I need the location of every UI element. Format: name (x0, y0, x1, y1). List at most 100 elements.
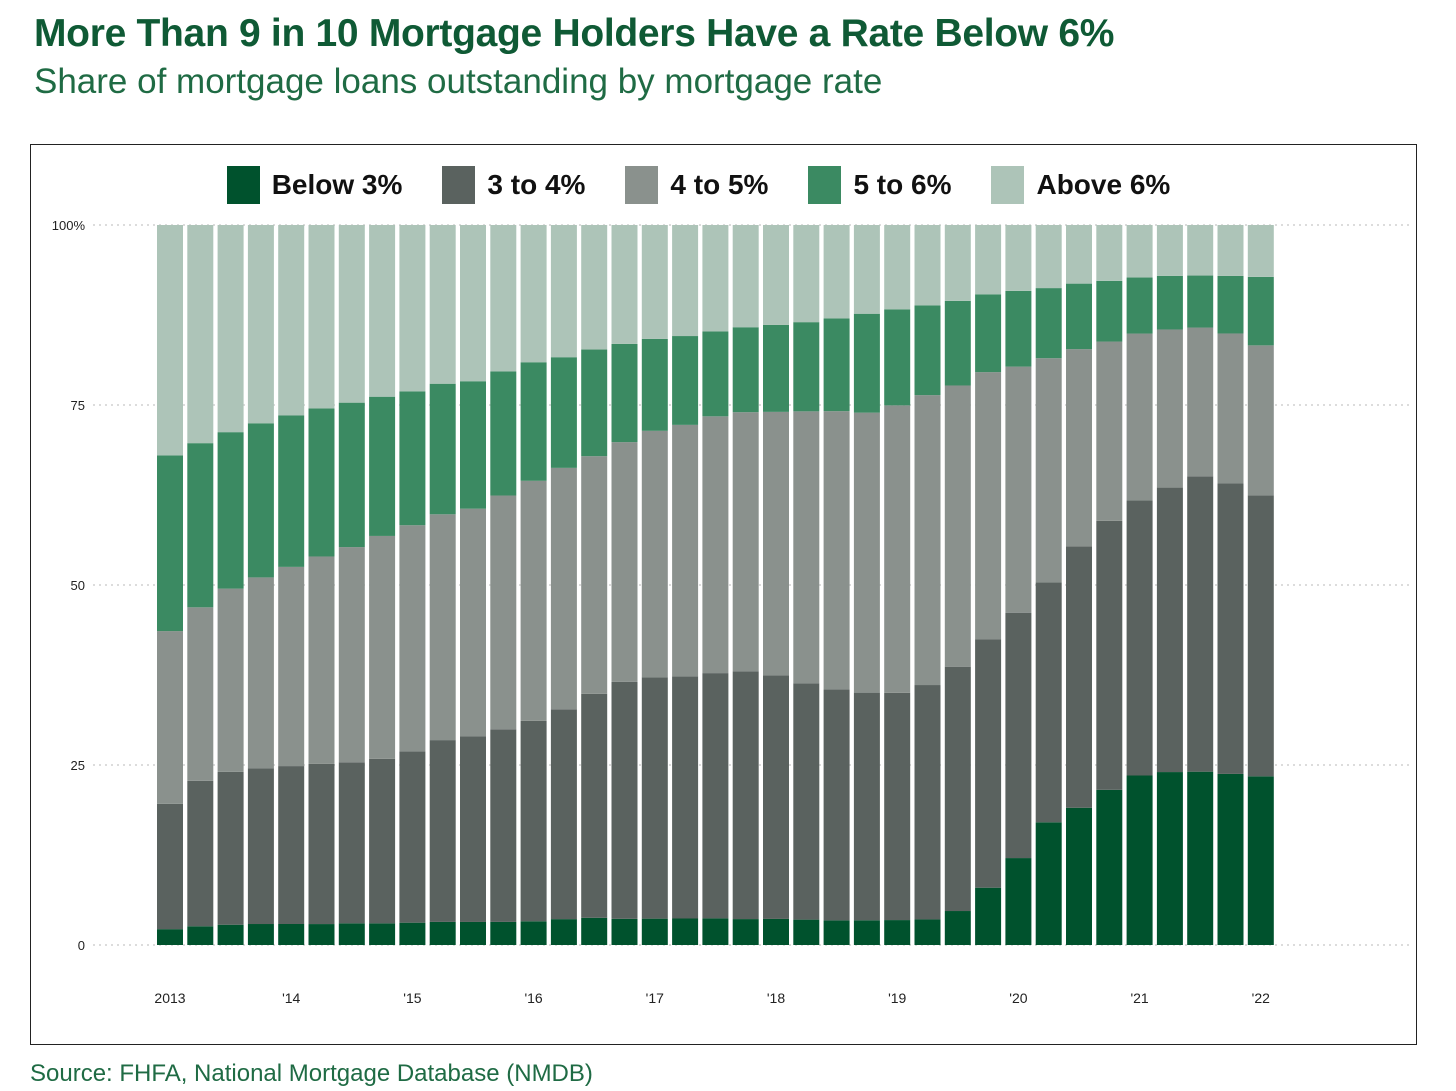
bar-segment (429, 225, 456, 384)
bar-segment (914, 919, 941, 945)
bar-segment (1035, 582, 1062, 823)
bar-segment (460, 381, 486, 509)
bar-segment (672, 225, 699, 337)
bar-segment (793, 411, 820, 684)
bar-segment (1247, 276, 1274, 346)
bar-segment (490, 225, 517, 372)
bar-segment (763, 411, 789, 676)
bar-segment (187, 607, 214, 781)
bar-segment (338, 402, 365, 548)
bar-segment (1096, 341, 1123, 521)
bar-segment (520, 225, 547, 363)
legend-swatch-3-to-4 (442, 166, 476, 204)
chart-subtitle: Share of mortgage loans outstanding by m… (34, 62, 883, 101)
bar-segment (1066, 283, 1092, 350)
source-note: Source: FHFA, National Mortgage Database… (30, 1060, 593, 1087)
bar-segment (611, 681, 638, 919)
bar-segment (611, 918, 638, 945)
bar-segment (338, 547, 365, 763)
bar-segment (1187, 771, 1214, 945)
bar-segment (581, 693, 608, 918)
legend-label: 4 to 5% (670, 169, 769, 200)
bar-segment (763, 675, 789, 919)
bar-segment (1096, 280, 1123, 342)
bar-segment (1066, 349, 1092, 547)
bar-segment (399, 225, 426, 392)
bar-segment (732, 919, 759, 945)
bar-segment (793, 225, 820, 323)
bar-segment (247, 577, 274, 769)
bar-segment (793, 919, 820, 945)
bar-segment (944, 385, 971, 667)
bar-segment (672, 424, 699, 677)
bar-segment (1126, 500, 1153, 776)
bar-segment (914, 685, 941, 920)
bar-segment (1005, 225, 1032, 291)
bar-segment (187, 926, 214, 945)
bar-segment (702, 331, 729, 417)
bar-segment (1126, 277, 1153, 334)
bar-segment (702, 673, 729, 919)
bar-segment (429, 740, 456, 922)
bar-segment (520, 720, 547, 922)
bar-segment (1247, 225, 1274, 277)
bar-segment (550, 225, 577, 358)
bar-segment (308, 763, 335, 925)
bar-segment (520, 362, 547, 481)
bar-segment (884, 920, 911, 945)
bar-segment (641, 430, 668, 678)
x-tick-label: '17 (646, 990, 664, 1006)
bar-segment (187, 780, 214, 927)
bar-segment (702, 225, 729, 332)
y-tick-label: 25 (71, 758, 85, 773)
x-tick-label: '19 (888, 990, 906, 1006)
bar-segment (975, 639, 1002, 888)
bar-segment (1066, 546, 1092, 808)
bar-segment (278, 225, 305, 416)
x-tick-label: '16 (524, 990, 542, 1006)
bar-segment (369, 535, 396, 759)
bar-segment (1005, 290, 1032, 367)
bar-segment (278, 766, 305, 924)
bar-segment (732, 412, 759, 672)
bar-segment (369, 758, 396, 924)
y-tick-label: 100% (52, 218, 86, 233)
x-tick-label: '14 (282, 990, 300, 1006)
bar-segment (460, 508, 486, 737)
chart-title: More Than 9 in 10 Mortgage Holders Have … (34, 12, 1115, 55)
bar-segment (611, 343, 638, 443)
bar-segment (1187, 225, 1214, 276)
bar-segment (550, 709, 577, 920)
stacked-bar-plot: 0 25 50 75 100% 2013 '14 '15 '16 '17 '18 '19 '20 '21 '… (52, 218, 1413, 1006)
bar-segment (399, 922, 426, 945)
bar-segment (853, 225, 880, 314)
bar-segment (369, 923, 396, 945)
legend-label: 3 to 4% (487, 169, 586, 200)
bar-segment (429, 383, 456, 515)
bar-segment (581, 225, 608, 350)
bar-segment (1126, 333, 1153, 501)
bar-segment (793, 683, 820, 920)
bar-segment (1156, 772, 1183, 945)
legend-item-5-to-6: 5 to 6% (808, 166, 951, 204)
bar-segment (1096, 225, 1123, 281)
bar-segment (1126, 225, 1153, 278)
bar-segment (1156, 329, 1183, 488)
bar-segment (1217, 483, 1244, 774)
bar-segment (672, 336, 699, 425)
bar-segment (550, 467, 577, 710)
bar-segment (732, 225, 759, 328)
bar-segment (1187, 476, 1214, 772)
legend-swatch-below-3 (226, 166, 260, 204)
bar-segment (1005, 858, 1032, 945)
bar-segment (217, 924, 244, 945)
bar-segment (308, 556, 335, 764)
bar-segment (1066, 807, 1092, 945)
bar-segment (520, 480, 547, 721)
bar-segment (1005, 612, 1032, 859)
x-tick-label: 2013 (154, 990, 185, 1006)
legend-label: Below 3% (271, 169, 403, 200)
bar-segment (884, 309, 911, 406)
legend-swatch-4-to-5 (625, 166, 659, 204)
bar-segment (641, 677, 668, 919)
